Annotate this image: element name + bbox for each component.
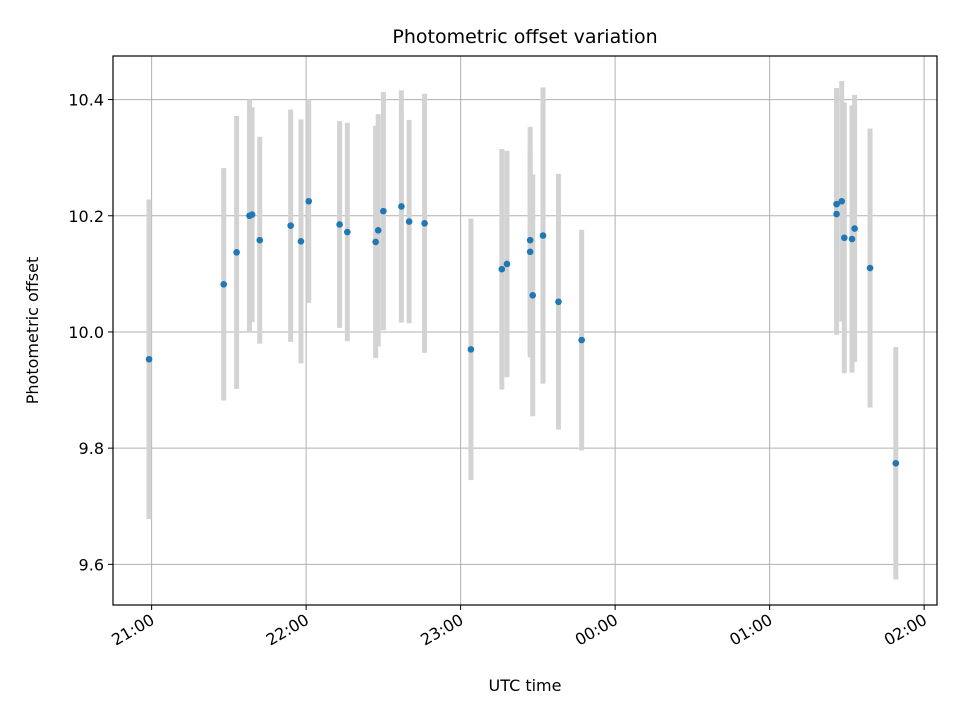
data-point xyxy=(467,346,475,353)
x-tick-label: 23:00 xyxy=(417,610,466,650)
data-point xyxy=(297,238,305,245)
data-point xyxy=(526,248,534,256)
data-point xyxy=(233,249,240,256)
y-tick-label: 9.6 xyxy=(79,555,104,574)
data-point xyxy=(248,211,256,218)
data-point xyxy=(336,221,343,228)
data-point xyxy=(503,260,511,268)
y-axis-label: Photometric offset xyxy=(23,257,42,405)
data-point xyxy=(145,355,153,363)
data-points xyxy=(145,197,900,467)
data-point xyxy=(833,210,840,218)
axis-ticks: 21:00 22:00 23:00 00:00 01:00 02:00 9.6 9.8 10.0… xyxy=(68,91,930,650)
data-point xyxy=(833,200,840,208)
error-bars xyxy=(146,80,899,580)
x-tick-label: 02:00 xyxy=(881,610,930,650)
data-point xyxy=(380,207,387,215)
x-tick-label: 22:00 xyxy=(263,610,312,650)
plot-area-frame xyxy=(112,55,938,606)
data-point xyxy=(256,236,264,244)
data-point xyxy=(344,228,351,236)
data-point xyxy=(305,197,313,205)
data-point xyxy=(529,292,537,299)
data-point xyxy=(398,203,405,210)
y-tick-label: 10.0 xyxy=(68,323,104,342)
y-tick-label: 9.8 xyxy=(79,439,104,458)
data-point xyxy=(220,281,228,288)
data-point xyxy=(498,265,506,273)
y-tick-label: 10.2 xyxy=(68,207,104,226)
x-tick-label: 21:00 xyxy=(108,610,157,650)
x-tick-label: 00:00 xyxy=(572,610,621,650)
x-tick-label: 01:00 xyxy=(726,610,775,650)
data-point xyxy=(892,459,900,467)
y-tick-label: 10.4 xyxy=(68,91,104,110)
data-point xyxy=(848,235,856,243)
data-point xyxy=(578,336,585,344)
data-point xyxy=(372,238,379,246)
data-point xyxy=(841,234,848,242)
data-point xyxy=(374,226,382,234)
data-point xyxy=(526,236,534,244)
data-point xyxy=(555,298,562,306)
data-point xyxy=(287,222,294,229)
x-axis-label: UTC time xyxy=(489,676,562,695)
data-point xyxy=(405,218,413,225)
data-point xyxy=(851,225,858,232)
data-point xyxy=(421,220,428,227)
data-point xyxy=(866,264,874,272)
chart-title: Photometric offset variation xyxy=(392,26,657,48)
data-point xyxy=(838,197,846,205)
data-point xyxy=(539,232,547,239)
